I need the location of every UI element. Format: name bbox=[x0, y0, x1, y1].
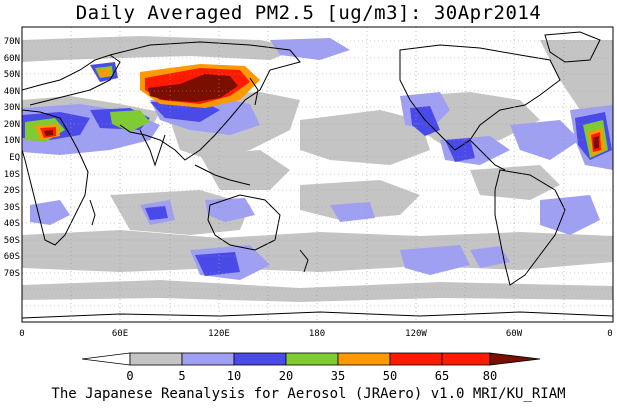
colorbar-swatch bbox=[441, 352, 491, 366]
latitude-labels: 70N 60N 50N 40N 30N 20N 10N EQ 10S 20S 3… bbox=[4, 37, 20, 279]
colorbar-label: 10 bbox=[227, 369, 241, 383]
lat-label: 60N bbox=[4, 54, 20, 64]
footer-credit: The Japanese Reanalysis for Aerosol (JRA… bbox=[51, 386, 566, 402]
colorbar-labels: 0 5 10 20 35 50 65 80 bbox=[126, 369, 497, 383]
colorbar-label: 0 bbox=[126, 369, 133, 383]
concentration-field bbox=[22, 27, 613, 322]
lat-label: 30N bbox=[4, 103, 20, 113]
lat-label: 70N bbox=[4, 37, 20, 47]
lon-label: 60W bbox=[506, 329, 523, 339]
lat-label: 20S bbox=[4, 186, 20, 196]
lat-label: 40N bbox=[4, 87, 20, 97]
colorbar-label: 5 bbox=[178, 369, 185, 383]
lon-label: 60E bbox=[112, 329, 128, 339]
lon-label: 120W bbox=[405, 329, 427, 339]
lat-label: 40S bbox=[4, 219, 20, 229]
colorbar-swatch bbox=[181, 352, 235, 366]
map-title: Daily Averaged PM2.5 [ug/m3]: 30Apr2014 bbox=[75, 2, 542, 24]
colorbar-label: 50 bbox=[383, 369, 397, 383]
colorbar-label: 20 bbox=[279, 369, 293, 383]
colorbar-low-arrow bbox=[81, 352, 131, 366]
colorbar-swatch bbox=[389, 352, 443, 366]
lat-label: 60S bbox=[4, 252, 20, 262]
lat-label: EQ bbox=[9, 153, 20, 163]
lat-label: 20N bbox=[4, 120, 20, 130]
colorbar-swatch bbox=[129, 352, 183, 366]
colorbar bbox=[81, 352, 541, 366]
lat-label: 70S bbox=[4, 269, 20, 279]
coastlines bbox=[22, 31, 613, 319]
colorbar-swatch bbox=[337, 352, 391, 366]
darkred-band-regions bbox=[44, 74, 599, 149]
gridlines bbox=[22, 27, 613, 322]
lat-label: 30S bbox=[4, 203, 20, 213]
colorbar-high-arrow bbox=[489, 352, 541, 366]
lon-label: 0 bbox=[607, 329, 612, 339]
lat-label: 10S bbox=[4, 170, 20, 180]
map-frame bbox=[21, 26, 614, 323]
lon-label: 0 bbox=[19, 329, 24, 339]
colorbar-label: 35 bbox=[331, 369, 345, 383]
colorbar-label: 80 bbox=[483, 369, 497, 383]
lon-label: 180 bbox=[309, 329, 325, 339]
lat-label: 50N bbox=[4, 70, 20, 80]
colorbar-label: 65 bbox=[435, 369, 449, 383]
lon-label: 120E bbox=[208, 329, 230, 339]
longitude-labels: 0 60E 120E 180 120W 60W 0 bbox=[19, 329, 612, 339]
colorbar-swatch bbox=[285, 352, 339, 366]
colorbar-swatch bbox=[233, 352, 287, 366]
lat-label: 10N bbox=[4, 136, 20, 146]
lat-label: 50S bbox=[4, 236, 20, 246]
